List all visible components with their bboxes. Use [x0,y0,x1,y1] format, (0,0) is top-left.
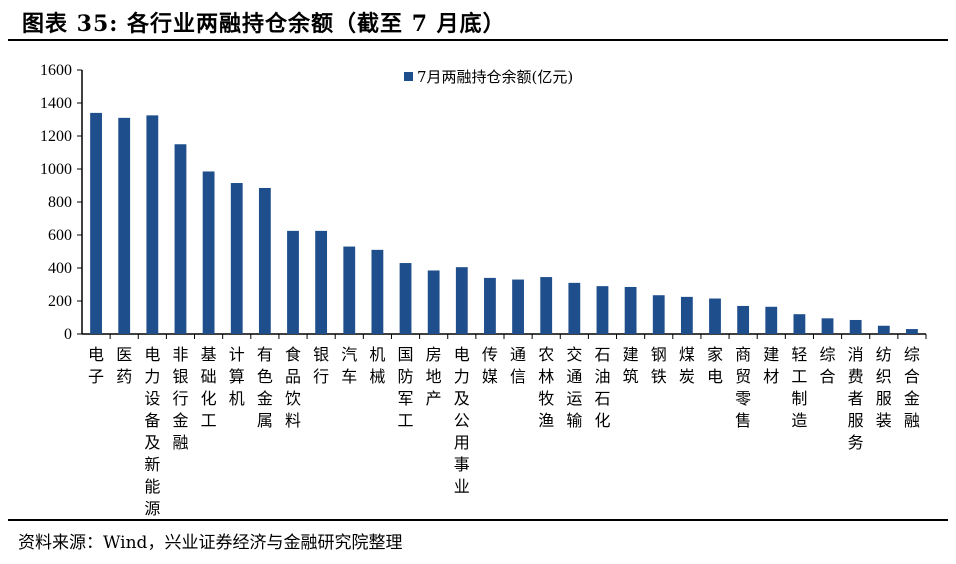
x-category-label: 银行 [313,345,329,386]
y-tick-label: 1600 [40,62,72,79]
x-category-label: 交通运输 [566,345,582,430]
bar [455,267,468,334]
bar [202,171,215,334]
y-tick-label: 1400 [40,95,72,112]
x-category-label: 基础化工 [201,345,217,430]
bar [765,306,778,334]
bar [624,286,637,334]
y-tick-label: 600 [48,227,72,244]
title-rule [8,39,948,41]
bar [174,144,187,334]
bar [315,230,328,334]
x-category-label: 农林牧渔 [538,345,554,430]
bar [652,295,665,334]
x-category-label: 计算机 [229,345,245,408]
bar [287,230,299,334]
bar [737,305,750,334]
x-category-label: 消费者服务 [848,345,864,452]
bar [399,263,412,334]
x-category-label: 非银行金融 [172,345,188,452]
bar [512,279,524,334]
x-category-label: 房地产 [426,345,442,408]
x-category-label: 轻工制造 [791,345,807,430]
axes [77,69,927,339]
bar [877,325,890,334]
bar [118,117,131,334]
x-category-label: 建材 [763,345,779,386]
y-tick-label: 400 [48,260,72,277]
x-category-label: 石油石化 [594,345,610,430]
bars [90,112,918,335]
bar [90,112,102,335]
x-category-label: 机械 [369,345,385,386]
bar [793,314,806,334]
bar [821,318,834,334]
bar [849,319,862,334]
y-tick-labels: 0 200 400 600 800 1000 1200 1400 1600 [40,62,72,343]
x-category-label: 电力及公用事业 [454,345,470,496]
chart-title: 图表 35: 各行业两融持仓余额（截至 7 月底） [22,11,506,37]
bar [540,277,553,334]
x-category-label: 钢铁 [651,345,667,386]
y-tick-label: 1000 [40,161,72,178]
bar [230,183,243,334]
x-category-label: 综合 [820,345,836,386]
x-category-label: 通信 [510,345,526,386]
bar [343,246,356,334]
x-category-label: 建筑 [623,345,639,386]
x-category-label: 电力设备及新能源 [144,345,160,518]
y-tick-label: 200 [48,293,72,310]
y-tick-label: 800 [48,194,72,211]
x-category-label: 电子 [88,345,104,386]
x-category-label: 国防军工 [398,345,414,430]
legend: 7月两融持仓余额(亿元) [404,68,573,86]
y-tick-label: 0 [64,326,72,343]
bar [371,249,384,334]
x-category-label: 纺织服装 [876,345,892,430]
bar [427,270,440,334]
x-category-label: 商贸零售 [735,345,751,430]
x-category-label: 汽车 [341,345,357,386]
x-category-label: 有色金属 [257,345,273,430]
source-note: 资料来源：Wind，兴业证券经济与金融研究院整理 [18,533,403,553]
bar [484,277,496,334]
x-category-label: 食品饮料 [285,345,301,430]
source-rule [8,519,948,521]
bar [568,282,581,334]
bar [146,115,159,334]
bar [258,187,271,334]
y-tick-label: 1200 [40,128,72,145]
legend-label: 7月两融持仓余额(亿元) [417,68,573,86]
bar [680,296,693,334]
legend-swatch [404,72,413,81]
x-category-label: 传媒 [482,345,498,386]
x-category-label: 综合金融 [904,345,920,430]
bar-chart: 0 200 400 600 800 1000 1200 1400 1600 电子医药电力设备及新… [40,62,927,518]
x-category-labels: 电子医药电力设备及新能源非银行金融基础化工计算机有色金属食品饮料银行汽车机械国防… [88,345,920,518]
bar [709,298,721,334]
bar [596,286,609,334]
x-category-label: 医药 [116,345,132,386]
x-category-label: 煤炭 [679,345,695,386]
bar [906,329,918,334]
x-category-label: 家电 [707,345,723,386]
